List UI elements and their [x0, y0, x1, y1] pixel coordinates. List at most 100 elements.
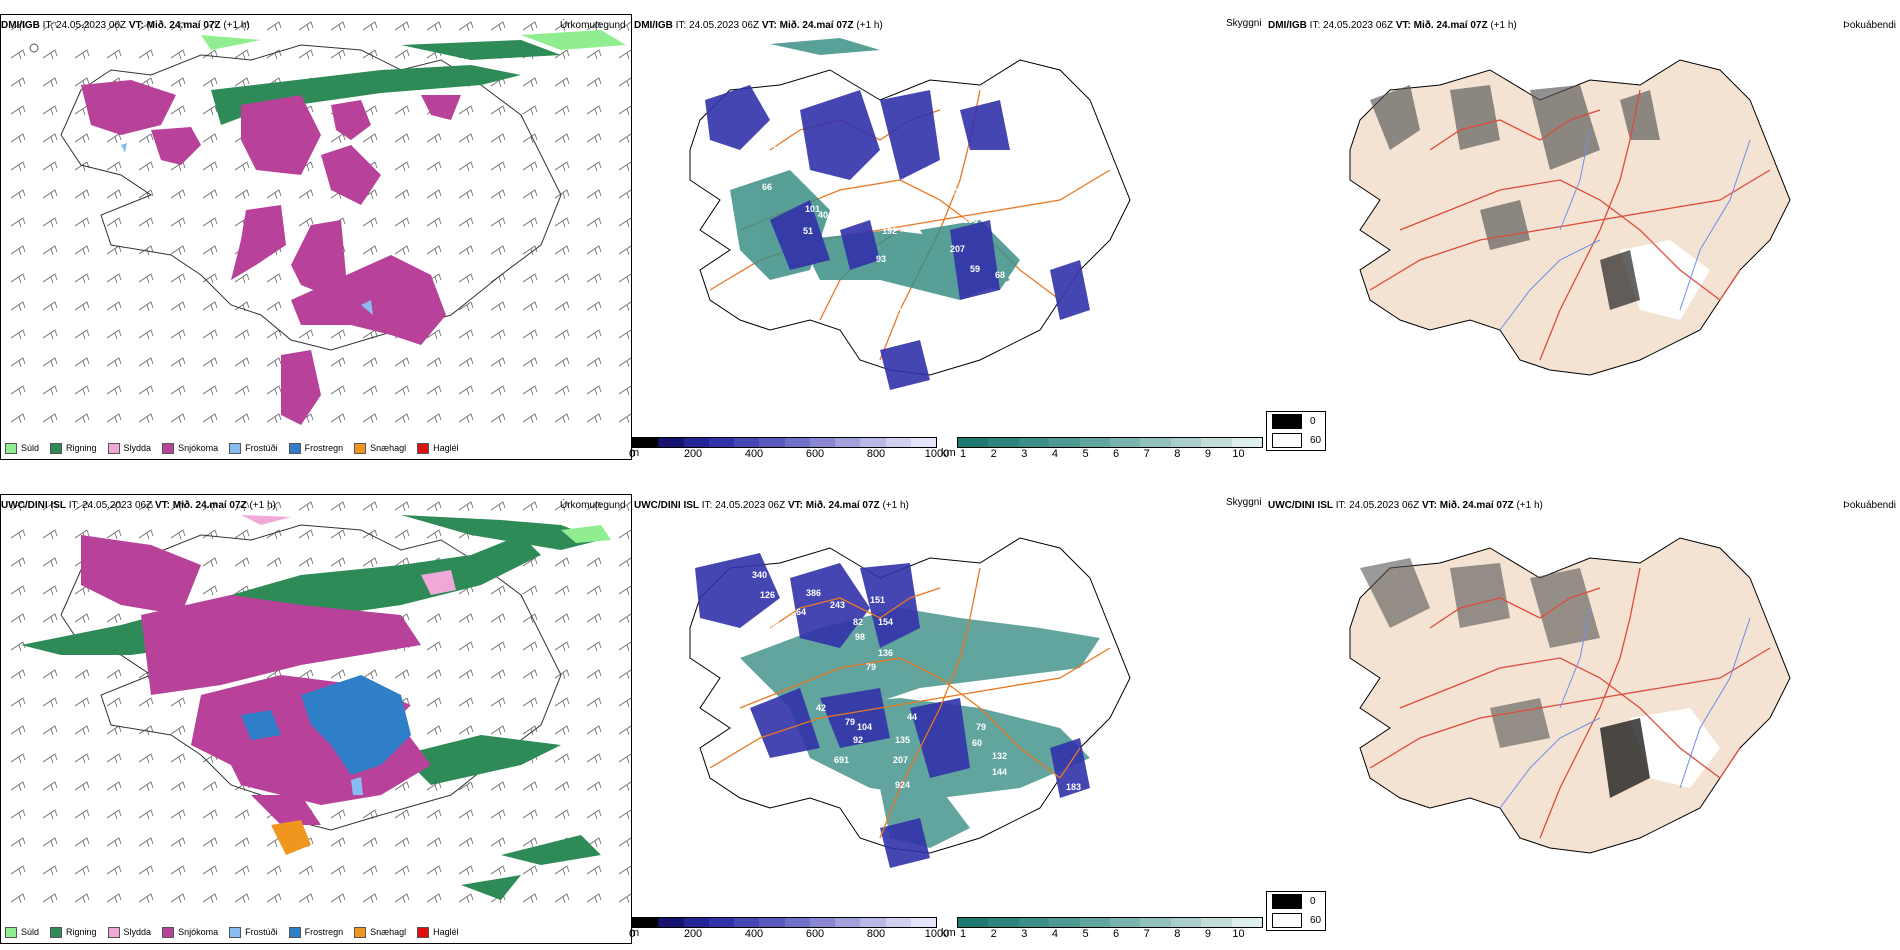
wind-barb — [554, 217, 570, 228]
colorbar-segment — [1170, 918, 1202, 927]
wind-barb — [490, 133, 506, 144]
wind-barb — [522, 697, 538, 708]
wind-barb — [202, 189, 218, 200]
snow-pellet-areas — [271, 820, 311, 855]
legend-swatch — [417, 442, 430, 454]
wind-barb — [554, 893, 570, 904]
wind-barb — [202, 21, 218, 32]
wind-barb — [74, 809, 90, 820]
wind-barb — [330, 809, 346, 820]
colorbar-tick-label: 1 — [960, 448, 967, 460]
peak-label: 243 — [830, 600, 845, 610]
wind-barb — [10, 385, 26, 396]
legend-label: Slydda — [123, 443, 152, 453]
wind-barb — [202, 77, 218, 88]
wind-barb — [74, 753, 90, 764]
wind-barb — [202, 49, 218, 60]
wind-barb — [618, 669, 631, 680]
wind-barb — [106, 273, 122, 284]
wind-barb — [554, 357, 570, 368]
wind-barb — [202, 301, 218, 312]
wind-barb — [618, 781, 631, 792]
wind-barb — [618, 837, 631, 848]
roads — [1369, 567, 1771, 839]
colorbar-tick-label: 6 — [1113, 928, 1120, 940]
wind-barb — [10, 49, 26, 60]
wind-barb — [362, 557, 378, 568]
wind-barb — [586, 697, 602, 708]
wind-barb — [10, 837, 26, 848]
wind-barb — [394, 161, 410, 172]
wind-barb — [490, 501, 506, 512]
colorbar-tick-label: 7 — [1143, 928, 1150, 940]
legend-swatch — [50, 926, 63, 938]
colorbar-tick-label: 2 — [990, 448, 997, 460]
wind-barb — [138, 21, 154, 32]
wind-barb — [426, 865, 442, 876]
wind-barb — [74, 501, 90, 512]
wind-barb — [138, 697, 154, 708]
wind-barb — [426, 217, 442, 228]
wind-barb — [170, 357, 186, 368]
wind-barb — [554, 133, 570, 144]
wind-barb — [586, 753, 602, 764]
wind-barb — [234, 189, 250, 200]
colorbar-segment — [734, 438, 760, 447]
wind-barb — [74, 669, 90, 680]
peak-label: 154 — [878, 617, 893, 627]
legend-swatch — [5, 926, 17, 938]
wind-barb — [522, 413, 538, 424]
colorbar-segment — [860, 438, 886, 447]
fog-title-row1: DMI/IGB IT: 24.05.2023 06Z VT: Mið. 24.m… — [1268, 20, 1517, 31]
wind-barb — [330, 501, 346, 512]
elevation-colorbar-row2: m 0 200 400 600 800 1000 — [629, 917, 949, 941]
wind-barb — [618, 725, 631, 736]
legend-item: Snjókoma — [162, 926, 218, 938]
wind-barb — [74, 781, 90, 792]
fog-legend-item: 0 — [1267, 412, 1325, 431]
wind-barb — [202, 529, 218, 540]
wind-barb — [138, 133, 154, 144]
legend-label: Súld — [21, 443, 40, 453]
peak-label: 136 — [878, 648, 893, 658]
precip-title-row2: UWC/DINI ISL IT: 24.05.2023 06Z VT: Mið.… — [1, 500, 276, 511]
wind-barb — [618, 893, 631, 904]
wind-barb — [266, 301, 282, 312]
rivers — [1499, 607, 1751, 809]
peak-label: 144 — [992, 767, 1007, 777]
wind-barb — [202, 413, 218, 424]
colorbar-segment — [1049, 438, 1080, 447]
wind-barb — [234, 21, 250, 32]
wind-barb — [42, 725, 58, 736]
wind-barb — [618, 641, 631, 652]
clear-area — [1630, 708, 1720, 788]
peak-label: 54 — [1063, 798, 1073, 808]
wind-barb — [618, 865, 631, 876]
colorbar-segment — [708, 438, 734, 447]
wind-barb — [618, 105, 631, 116]
wind-barb — [458, 697, 474, 708]
wind-barb — [490, 217, 506, 228]
peak-label: 142 — [772, 144, 787, 154]
wind-barb — [490, 613, 506, 624]
peak-label: 104 — [857, 722, 872, 732]
wind-barb — [10, 245, 26, 256]
wind-barb — [42, 837, 58, 848]
colorbar-tick-label: 800 — [866, 928, 886, 940]
colorbar-segment — [658, 438, 684, 447]
colorbar-segment — [759, 918, 785, 927]
legend-item: Súld — [5, 926, 39, 938]
wind-barb — [554, 725, 570, 736]
wind-barb — [202, 809, 218, 820]
visibility-colorbar-row2: km 1 2 3 4 5 6 7 8 9 10 — [941, 917, 1263, 941]
peak-label: 40 — [818, 210, 828, 220]
colorbar-tick-label: 9 — [1204, 448, 1211, 460]
colorbar-segment — [988, 438, 1019, 447]
fog-legend-item: 60 — [1267, 911, 1325, 930]
wind-barb — [74, 133, 90, 144]
wind-barb — [234, 329, 250, 340]
wind-barb — [138, 245, 154, 256]
wind-barb — [394, 529, 410, 540]
wind-barb — [330, 837, 346, 848]
